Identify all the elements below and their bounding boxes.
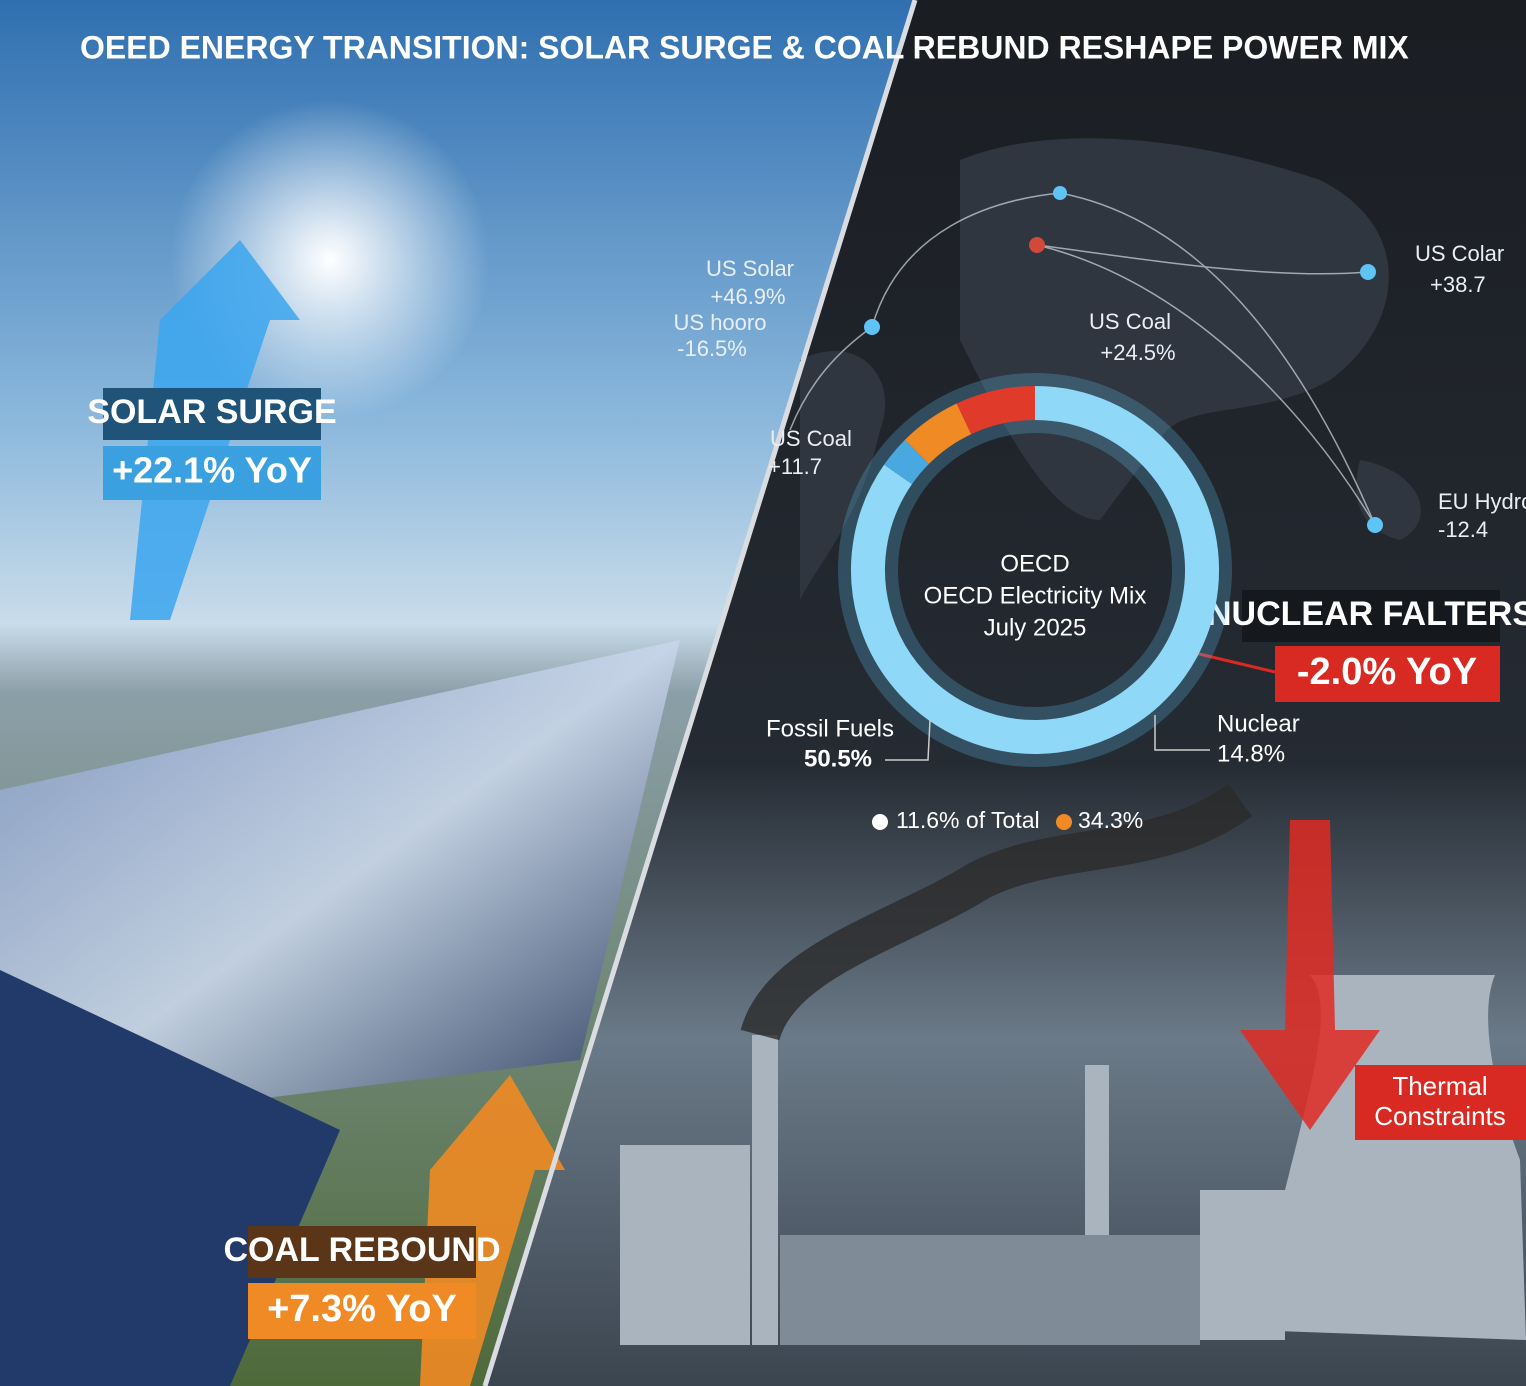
callout-label: NUCLEAR FALTERS xyxy=(1207,595,1526,633)
donut-label-value: 50.5% xyxy=(804,745,872,772)
donut-segment xyxy=(904,403,972,465)
legend-dot xyxy=(872,814,888,830)
map-value: +24.5% xyxy=(1100,340,1175,365)
callout-label: COAL REBOUND xyxy=(223,1231,500,1269)
donut-label: Nuclear xyxy=(1217,710,1300,737)
map-labels: US Solar +46.9% US hooro -16.5% US Coal … xyxy=(674,241,1526,542)
donut-segment xyxy=(956,386,1036,435)
map-label: US hooro xyxy=(674,310,767,335)
callout-box xyxy=(1355,1065,1526,1140)
map-value: +38.7 xyxy=(1430,272,1486,297)
legend-text: 34.3% xyxy=(1078,807,1143,833)
map-label: US Colar xyxy=(1415,241,1504,266)
callout-box xyxy=(103,446,321,500)
donut xyxy=(838,373,1232,767)
donut-center: July 2025 xyxy=(984,614,1087,641)
map-label: US Coal xyxy=(770,426,852,451)
callout-change: +7.3% YoY xyxy=(267,1288,457,1330)
donut-label: Fossil Fuels xyxy=(766,715,894,742)
connector xyxy=(1154,715,1210,751)
callout-box xyxy=(1275,646,1500,702)
donut-center: OECD xyxy=(1000,550,1069,577)
donut-center: OECD Electricity Mix xyxy=(924,582,1147,609)
map-value: -12.4 xyxy=(1438,517,1488,542)
callout-label: SOLAR SURGE xyxy=(87,393,336,431)
callout-box xyxy=(103,388,321,440)
callout-text: Constraints xyxy=(1374,1101,1506,1131)
callout-box xyxy=(1242,590,1500,642)
legend-dot xyxy=(1056,814,1072,830)
donut-segment xyxy=(851,386,1219,754)
callout-box xyxy=(248,1226,476,1278)
callout-text: Thermal xyxy=(1392,1071,1487,1101)
map-value: -16.5% xyxy=(677,336,747,361)
map-value: +46.9% xyxy=(710,284,785,309)
connector xyxy=(885,719,931,761)
map-label: US Solar xyxy=(706,256,794,281)
donut-segment xyxy=(884,439,930,485)
legend-text: 11.6% of Total xyxy=(896,807,1040,833)
title: OEED ENERGY TRANSITION: SOLAR SURGE & CO… xyxy=(80,29,1409,65)
callout-change: -2.0% YoY xyxy=(1297,651,1477,693)
callout-box xyxy=(248,1283,476,1339)
callout-change: +22.1% YoY xyxy=(112,450,312,491)
donut-label-value: 14.8% xyxy=(1217,740,1285,767)
map-value: +11.7 xyxy=(768,454,822,479)
map-label: EU Hydro xyxy=(1438,489,1526,514)
map-label: US Coal xyxy=(1089,309,1171,334)
